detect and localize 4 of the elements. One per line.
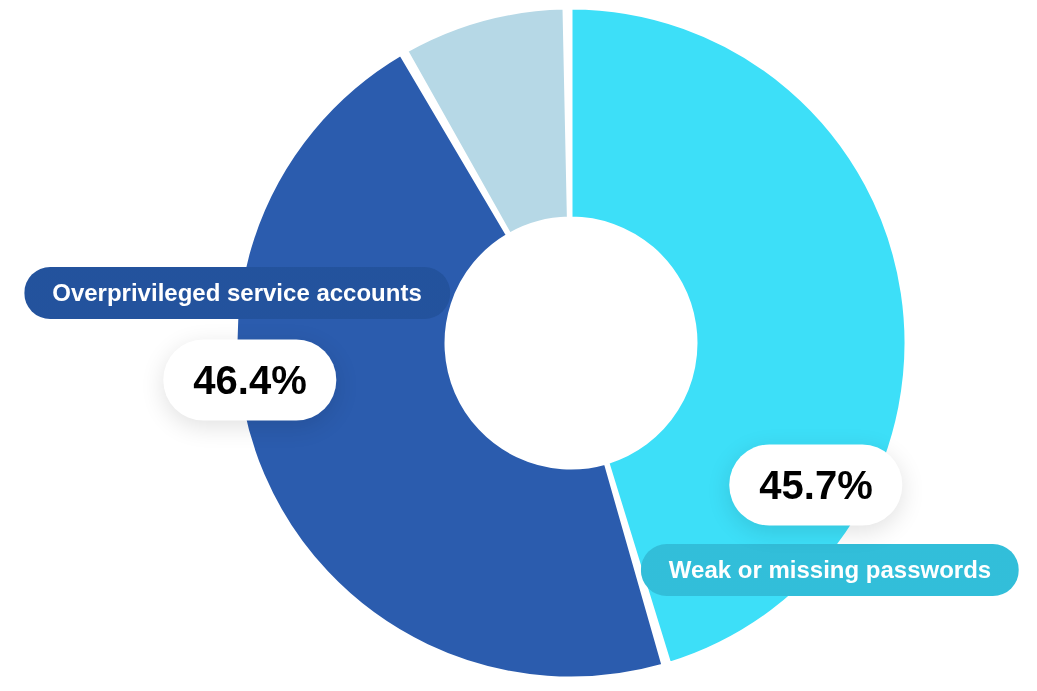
- slice-label: Weak or missing passwords: [640, 544, 1020, 596]
- slice-label: Overprivileged service accounts: [24, 267, 450, 319]
- data-label: 46.4%: [163, 339, 337, 421]
- data-label: 45.7%: [729, 444, 903, 526]
